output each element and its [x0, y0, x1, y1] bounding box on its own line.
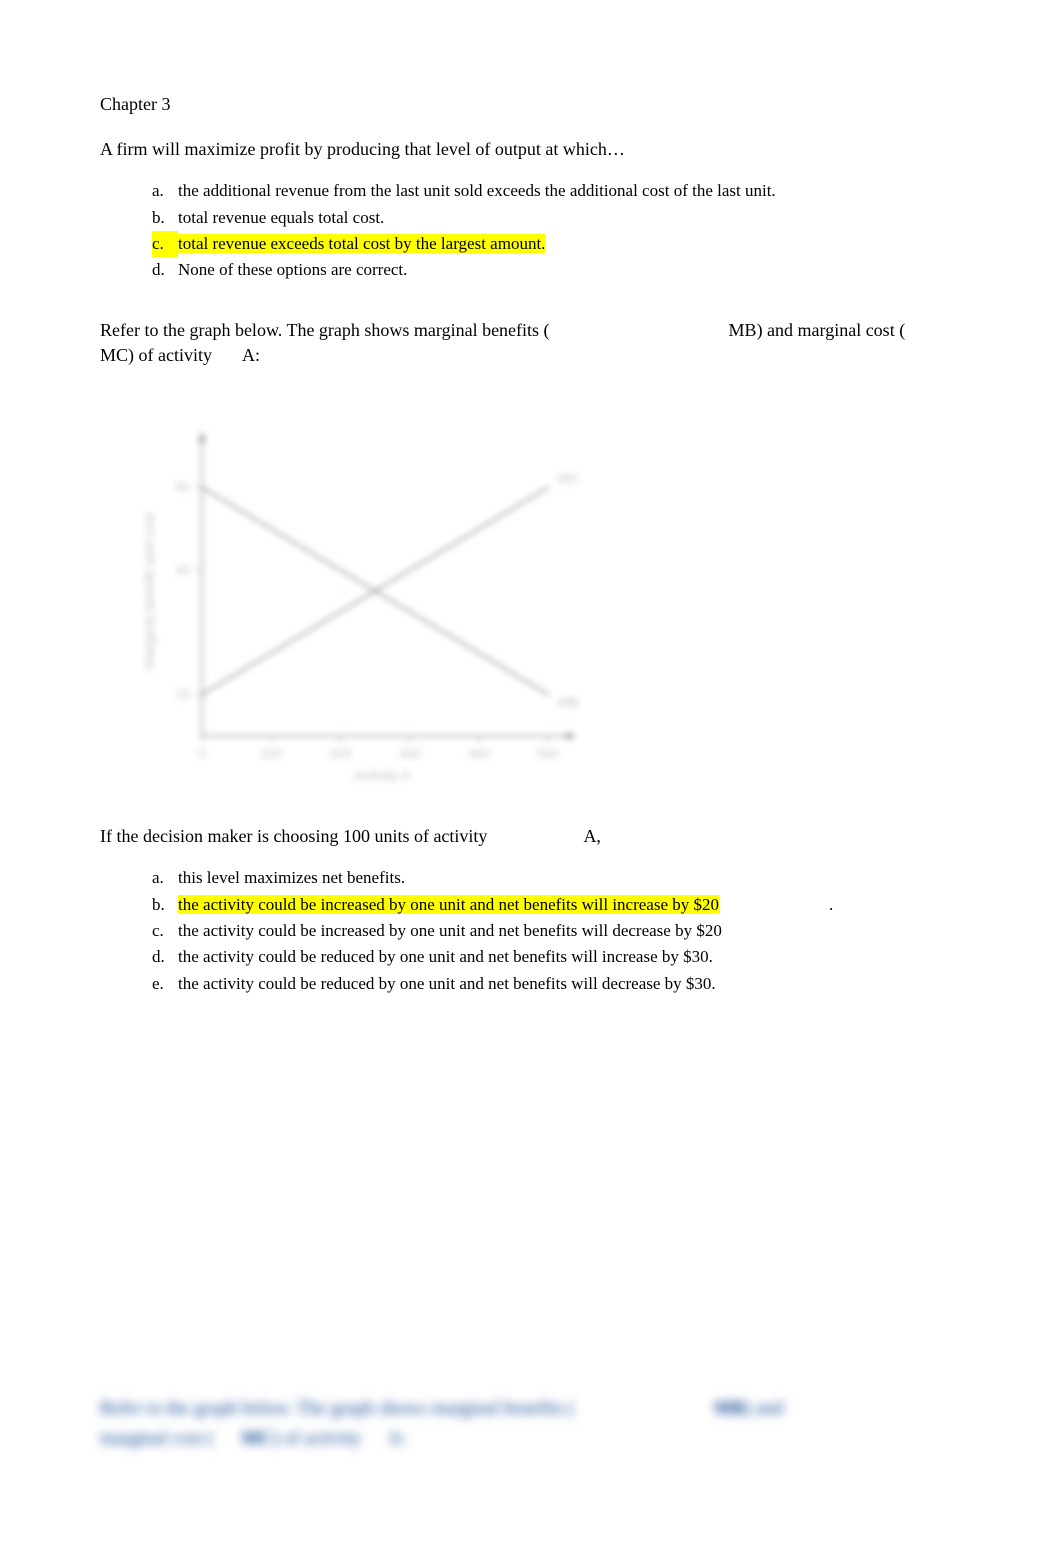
svg-text:400: 400 — [468, 746, 490, 761]
q2-mb: MB — [729, 320, 757, 340]
hidden-mc: MC — [241, 1428, 273, 1449]
q1-option-d: d.None of these options are correct. — [152, 257, 962, 283]
q1-options: a.the additional revenue from the last u… — [100, 178, 962, 283]
hidden-line2a: marginal cost ( — [100, 1428, 214, 1449]
q1-opt-text-b: total revenue equals total cost. — [178, 208, 384, 227]
q2-option-d: d.the activity could be reduced by one u… — [152, 944, 962, 970]
q2-stem-c: ) of activity — [128, 345, 212, 365]
q2-opt-letter-b: b. — [152, 892, 178, 918]
q2-option-e: e.the activity could be reduced by one u… — [152, 971, 962, 997]
hidden-line1a: Refer to the graph below. The graph show… — [100, 1398, 575, 1419]
svg-text:MB: MB — [558, 694, 579, 710]
q2-options: a.this level maximizes net benefits. b.t… — [100, 865, 962, 997]
q2-opt-trail-b: . — [829, 895, 833, 914]
svg-text:Activity A: Activity A — [354, 767, 411, 783]
q2-opt-text-d: the activity could be reduced by one uni… — [178, 947, 713, 966]
svg-text:Marginal benefit and cost: Marginal benefit and cost — [141, 513, 157, 670]
q2-after-act: A, — [583, 826, 601, 846]
q2-stem: Refer to the graph below. The graph show… — [100, 318, 962, 368]
q2-stem-b: ) and marginal cost ( — [757, 320, 906, 340]
q2-opt-letter-a: a. — [152, 865, 178, 891]
q1-opt-letter-b: b. — [152, 205, 178, 231]
q1-option-c: c.total revenue exceeds total cost by th… — [152, 231, 962, 257]
svg-text:100: 100 — [260, 746, 282, 761]
q2-opt-text-b: the activity could be increased by one u… — [178, 895, 719, 914]
q2-opt-text-e: the activity could be reduced by one uni… — [178, 974, 716, 993]
svg-text:MC: MC — [558, 470, 580, 486]
q2-opt-letter-d: d. — [152, 944, 178, 970]
q2-act: A: — [242, 345, 260, 365]
q1-opt-text-c: total revenue exceeds total cost by the … — [178, 234, 545, 253]
chart-svg: 0 100 200 300 400 500 10 40 60 Activity A Marginal… — [122, 386, 602, 816]
q2-after-a: If the decision maker is choosing 100 un… — [100, 826, 487, 846]
hidden-question-blur: Refer to the graph below. The graph show… — [100, 1394, 960, 1464]
svg-text:40: 40 — [176, 562, 190, 577]
q1-option-b: b.total revenue equals total cost. — [152, 205, 962, 231]
q2-after: If the decision maker is choosing 100 un… — [100, 824, 962, 849]
q2-opt-text-a: this level maximizes net benefits. — [178, 868, 405, 887]
svg-text:300: 300 — [399, 746, 421, 761]
q2-option-c: c.the activity could be increased by one… — [152, 918, 962, 944]
svg-text:200: 200 — [330, 746, 352, 761]
q2-opt-text-c: the activity could be increased by one u… — [178, 921, 722, 940]
svg-text:10: 10 — [176, 687, 190, 702]
q1-opt-text-d: None of these options are correct. — [178, 260, 407, 279]
q1-opt-letter-c: c. — [152, 231, 178, 257]
svg-text:60: 60 — [176, 480, 190, 495]
hidden-line2b: ) of activity — [273, 1428, 362, 1449]
q2-opt-letter-e: e. — [152, 971, 178, 997]
q1-text: A firm will maximize profit by producing… — [100, 137, 962, 162]
q1-option-a: a.the additional revenue from the last u… — [152, 178, 962, 204]
q2-opt-letter-c: c. — [152, 918, 178, 944]
hidden-line1b: ) and — [745, 1398, 784, 1419]
q2-option-a: a.this level maximizes net benefits. — [152, 865, 962, 891]
svg-text:0: 0 — [198, 746, 205, 761]
hidden-mb: MB — [714, 1398, 745, 1419]
mb-mc-chart: 0 100 200 300 400 500 10 40 60 Activity A Marginal… — [122, 386, 962, 816]
hidden-line2c: A: — [388, 1428, 407, 1449]
q2-stem-a: Refer to the graph below. The graph show… — [100, 320, 550, 340]
chapter-label: Chapter 3 — [100, 92, 962, 117]
q1-opt-letter-d: d. — [152, 257, 178, 283]
q1-opt-letter-a: a. — [152, 178, 178, 204]
svg-text:500: 500 — [537, 746, 559, 761]
q1-opt-text-a: the additional revenue from the last uni… — [178, 181, 776, 200]
q2-mc: MC — [100, 345, 128, 365]
q2-option-b: b.the activity could be increased by one… — [152, 892, 962, 918]
